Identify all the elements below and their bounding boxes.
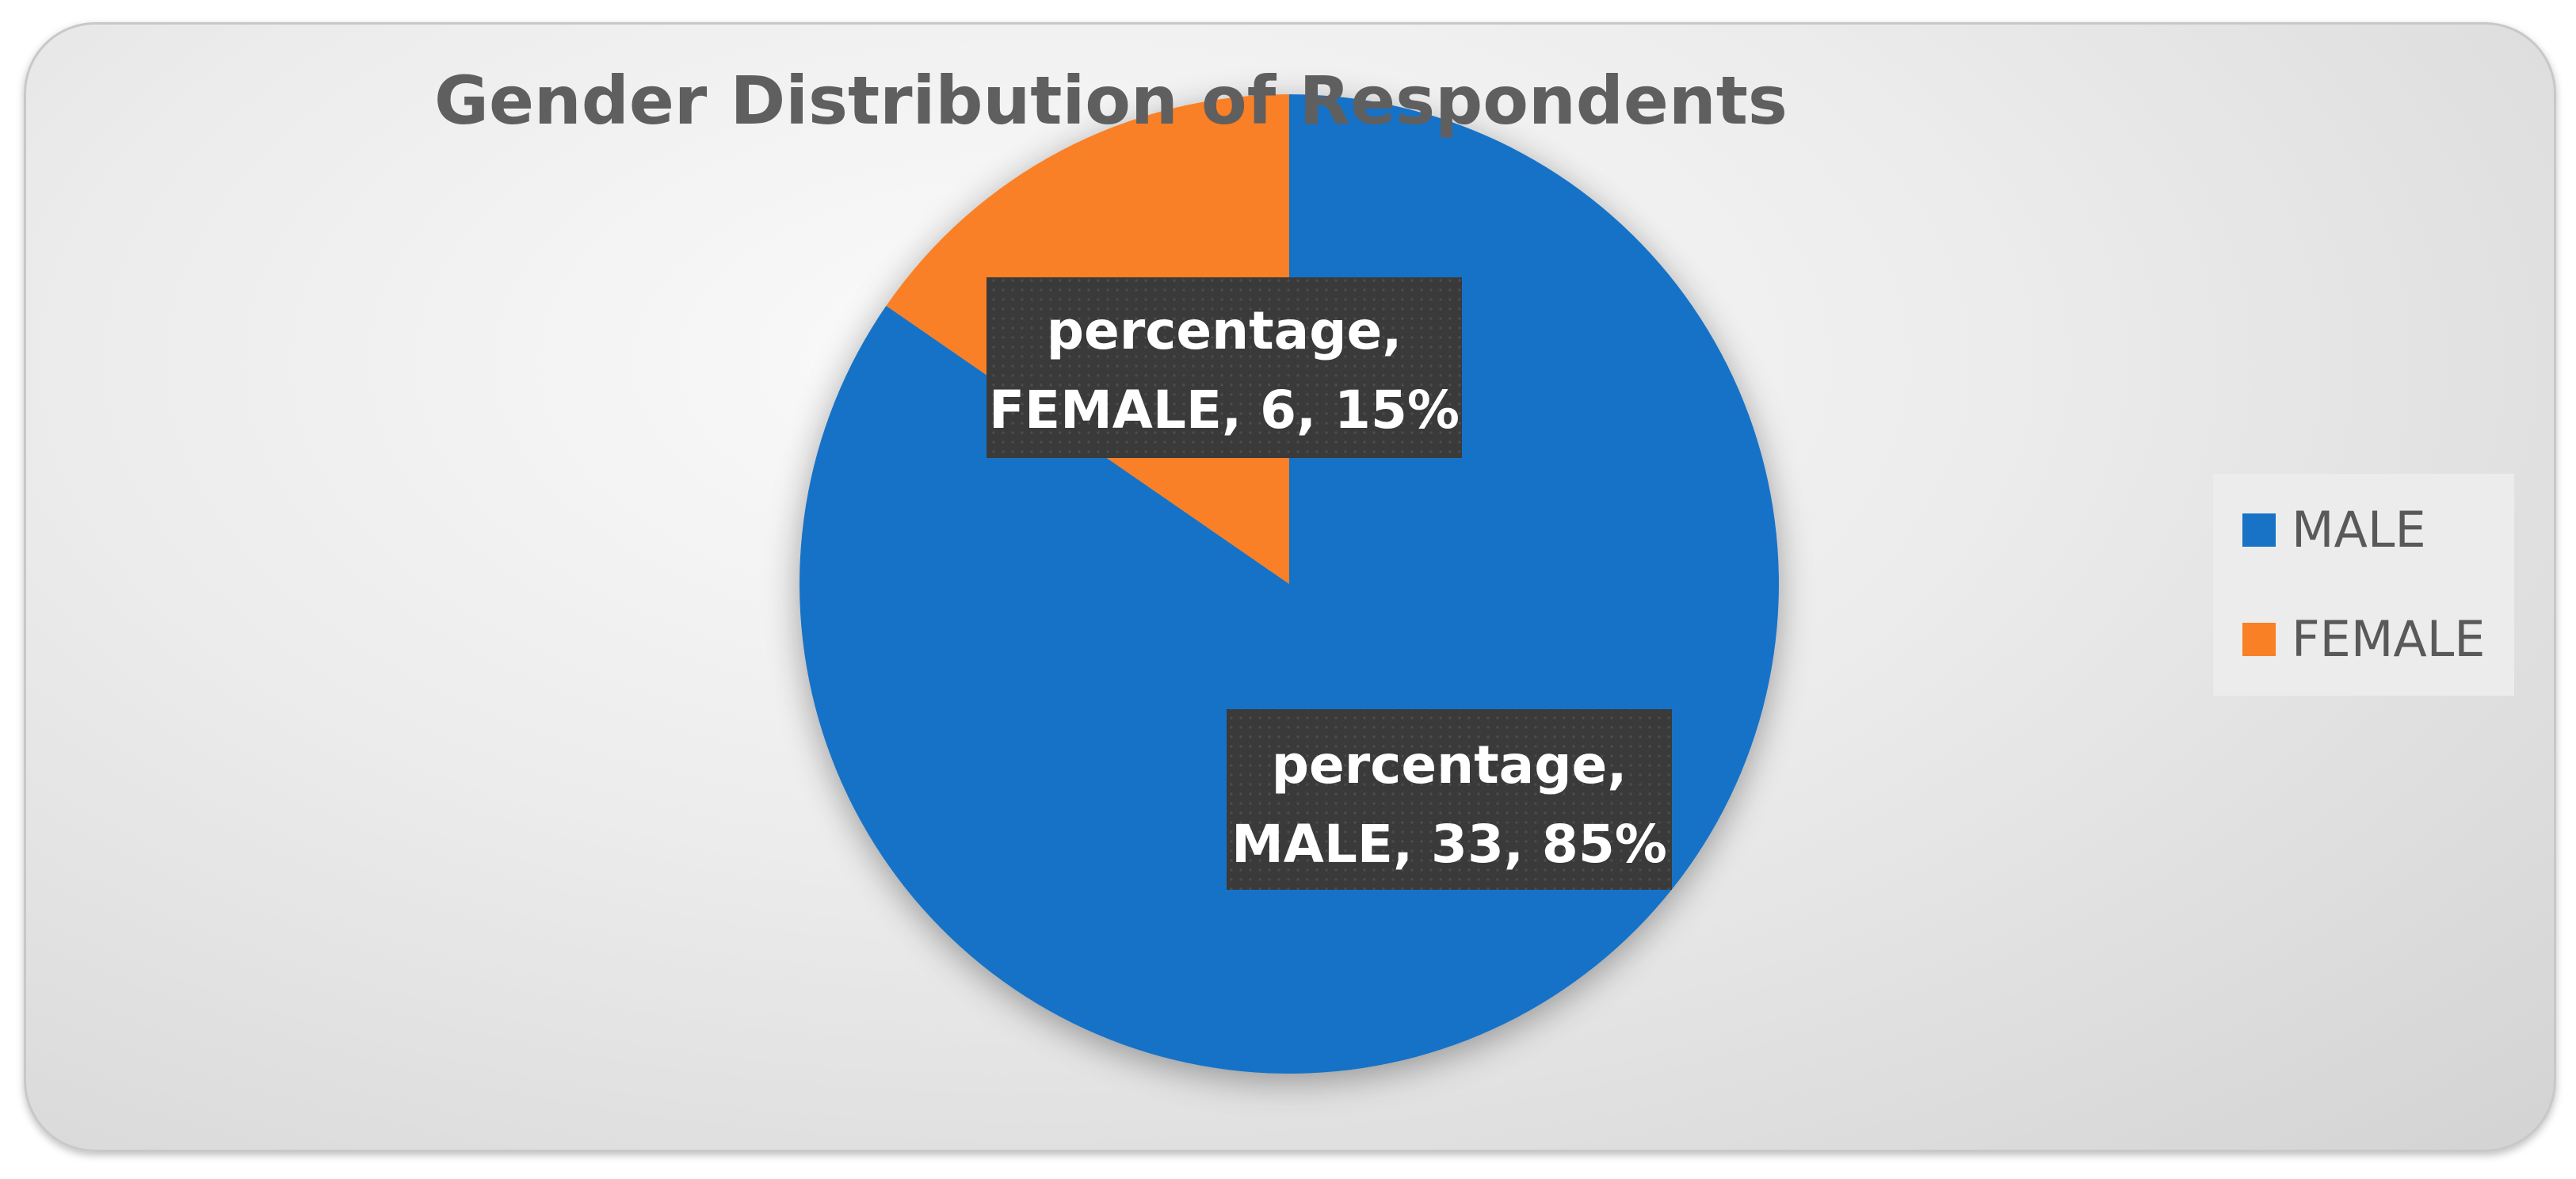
chart-title: Gender Distribution of Respondents xyxy=(434,62,1788,139)
data-label-male-line1: percentage, xyxy=(1272,734,1628,796)
data-label-female-line2: FEMALE, 6, 15% xyxy=(989,380,1460,441)
data-label-female: percentage, FEMALE, 6, 15% xyxy=(987,277,1462,458)
data-label-male-box xyxy=(1227,709,1672,890)
legend-label-female: FEMALE xyxy=(2292,610,2485,668)
legend: MALE FEMALE xyxy=(2213,474,2514,696)
data-label-male: percentage, MALE, 33, 85% xyxy=(1227,709,1672,890)
legend-swatch-female xyxy=(2242,623,2276,656)
pie-slices xyxy=(800,94,1780,1074)
legend-label-male: MALE xyxy=(2292,501,2426,559)
data-label-male-line2: MALE, 33, 85% xyxy=(1231,814,1667,875)
data-label-female-box xyxy=(987,277,1462,458)
data-label-female-line1: percentage, xyxy=(1047,300,1402,361)
legend-box xyxy=(2213,474,2514,696)
legend-swatch-male xyxy=(2242,513,2276,547)
